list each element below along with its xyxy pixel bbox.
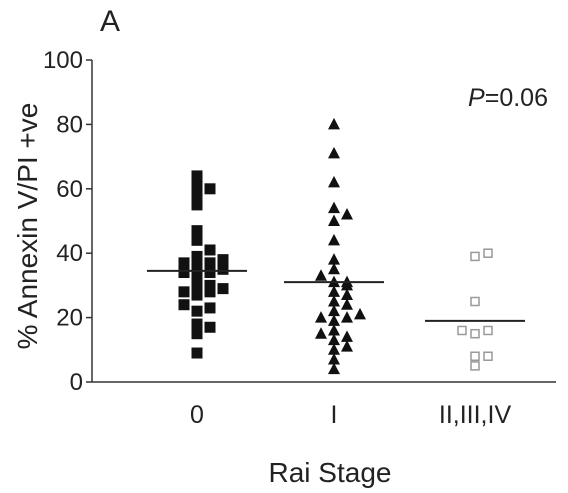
data-point-square (191, 279, 203, 291)
y-tick-label: 20 (56, 305, 83, 332)
data-point-square (204, 267, 216, 279)
data-point-open-square (483, 248, 493, 258)
data-point-triangle (328, 304, 340, 317)
data-point-triangle (328, 362, 340, 375)
data-point-square (204, 302, 216, 314)
data-point-square (204, 286, 216, 298)
data-point-triangle (328, 285, 340, 297)
data-point-square (204, 321, 216, 333)
data-point-square (217, 283, 229, 295)
data-point-square (178, 299, 190, 311)
data-point-square (178, 286, 190, 298)
data-point-triangle (328, 253, 340, 265)
panel-label: A (100, 5, 120, 38)
data-point-square (191, 180, 203, 192)
data-point-triangle (341, 330, 353, 342)
data-point-triangle (328, 175, 340, 188)
data-point-triangle (328, 295, 340, 307)
data-point-square (191, 305, 203, 317)
y-tick-label: 80 (56, 111, 83, 138)
data-point-triangle (328, 201, 340, 214)
data-point-square (191, 260, 203, 272)
p-value-symbol: P (468, 84, 485, 112)
y-tick-label: 40 (56, 240, 83, 267)
data-point-open-square (457, 325, 467, 336)
x-tick-label: I (331, 401, 338, 429)
data-point-open-square (470, 361, 480, 371)
data-point-square (217, 254, 229, 266)
data-point-square (191, 250, 203, 262)
data-point-triangle (328, 343, 340, 355)
data-point-square (204, 244, 216, 256)
data-point-triangle (354, 307, 366, 320)
data-point-square (191, 270, 203, 282)
data-point-triangle (315, 269, 327, 281)
data-point-square (178, 257, 190, 269)
data-point-triangle (328, 233, 340, 246)
data-point-square (191, 225, 203, 237)
data-point-square (178, 267, 190, 279)
data-point-open-square (483, 351, 493, 361)
y-axis-title: % Annexin V/PI +ve (12, 103, 43, 350)
data-point-triangle (328, 314, 340, 326)
data-point-triangle (328, 117, 340, 130)
x-tick-label: 0 (190, 401, 204, 429)
data-point-square (191, 328, 203, 340)
p-value-number: =0.06 (485, 84, 548, 112)
x-tick-label: II,III,IV (439, 401, 512, 429)
data-point-square (191, 318, 203, 330)
data-point-triangle (341, 311, 353, 323)
data-point-triangle (315, 327, 327, 339)
data-point-square (204, 183, 216, 195)
y-tick-label: 60 (56, 176, 83, 203)
data-point-square (191, 170, 203, 182)
data-point-triangle (328, 262, 340, 275)
data-point-triangle (341, 288, 353, 301)
data-point-triangle (315, 311, 327, 323)
data-point-square (217, 263, 229, 275)
data-point-triangle (341, 340, 353, 352)
data-point-open-square (483, 325, 493, 336)
data-point-square (204, 279, 216, 291)
data-point-open-square (470, 251, 480, 262)
data-point-square (191, 189, 203, 201)
data-point-triangle (341, 208, 353, 220)
data-point-square (204, 257, 216, 269)
data-point-square (191, 234, 203, 246)
data-point-square (191, 199, 203, 211)
data-point-open-square (470, 296, 480, 307)
x-axis-title: Rai Stage (269, 457, 392, 488)
data-point-open-square (470, 351, 480, 361)
data-point-triangle (328, 352, 340, 365)
data-point-triangle (328, 333, 340, 346)
y-tick-label: 0 (70, 369, 83, 396)
axes: 0 20 40 60 80 100 0 I II,III,IV (43, 47, 556, 429)
p-value-annotation: P=0.06 (468, 84, 548, 112)
data-marks (147, 117, 525, 375)
data-point-triangle (328, 146, 340, 159)
data-point-triangle (328, 323, 340, 336)
data-point-square (191, 289, 203, 301)
data-point-open-square (470, 328, 480, 339)
data-point-triangle (341, 298, 353, 310)
data-point-square (191, 347, 203, 359)
y-tick-label: 100 (43, 47, 83, 74)
data-point-triangle (328, 214, 340, 226)
